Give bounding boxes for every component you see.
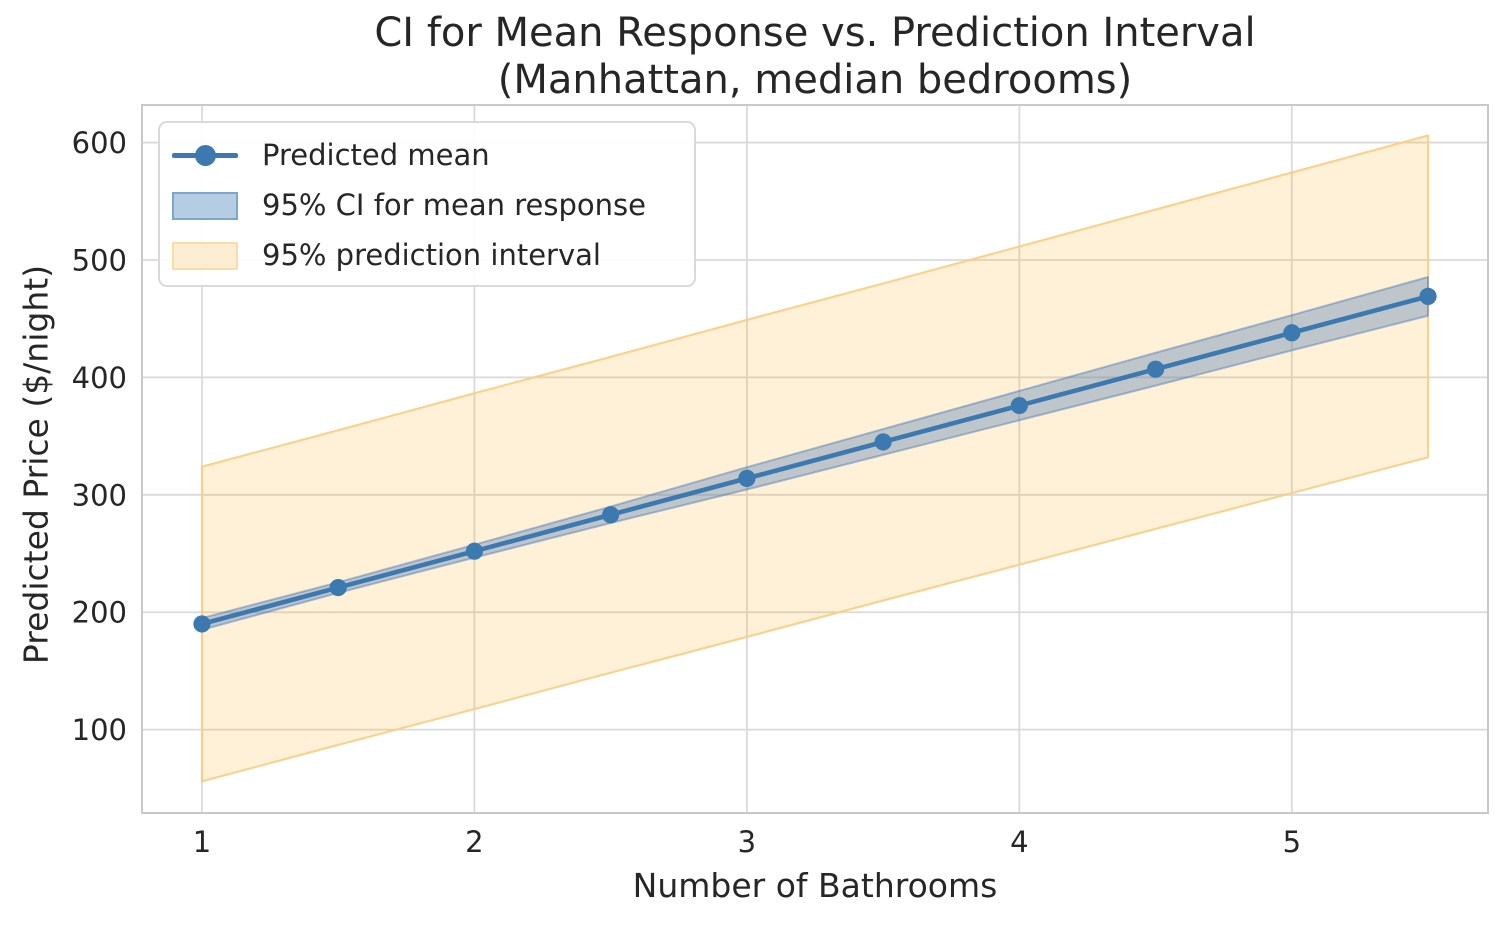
axes-border	[141, 104, 1489, 814]
data-point	[465, 542, 484, 560]
x-tick-label: 5	[1283, 825, 1301, 859]
x-tick-label: 4	[1010, 825, 1028, 859]
predicted-mean-line	[199, 294, 1431, 627]
y-tick-label: 300	[72, 478, 127, 512]
data-point	[738, 469, 756, 487]
x-tick-label: 2	[465, 825, 483, 859]
legend-label: 95% prediction interval	[262, 238, 601, 272]
x-tick-label: 3	[738, 825, 756, 859]
legend-item-predicted-mean: Predicted mean	[172, 130, 694, 180]
y-tick-label: 100	[72, 713, 127, 747]
legend-label: Predicted mean	[262, 138, 490, 172]
data-point	[1010, 396, 1028, 415]
y-tick-label: 200	[72, 596, 127, 630]
data-point	[1283, 324, 1301, 342]
y-tick-label: 400	[72, 361, 127, 395]
y-tick-label: 600	[72, 126, 127, 160]
legend-ci-swatch-icon	[172, 191, 238, 220]
y-axis-label: Predicted Price ($/night)	[16, 264, 56, 665]
legend: Predicted mean 95% CI for mean response …	[158, 121, 696, 287]
legend-item-ci: 95% CI for mean response	[172, 180, 694, 230]
chart-title: CI for Mean Response vs. Prediction Inte…	[374, 10, 1256, 104]
data-point	[1146, 360, 1165, 378]
data-point	[1419, 287, 1437, 305]
legend-item-pi: 95% prediction interval	[172, 230, 694, 280]
data-point	[602, 506, 620, 524]
data-point	[874, 433, 892, 451]
legend-pi-swatch-icon	[172, 241, 238, 270]
legend-line-marker-icon	[172, 141, 238, 169]
x-axis-label: Number of Bathrooms	[632, 866, 998, 905]
legend-label: 95% CI for mean response	[262, 188, 646, 222]
y-tick-label: 500	[72, 243, 127, 277]
data-point	[193, 615, 211, 633]
x-tick-label: 1	[193, 825, 211, 859]
data-point	[329, 578, 347, 597]
